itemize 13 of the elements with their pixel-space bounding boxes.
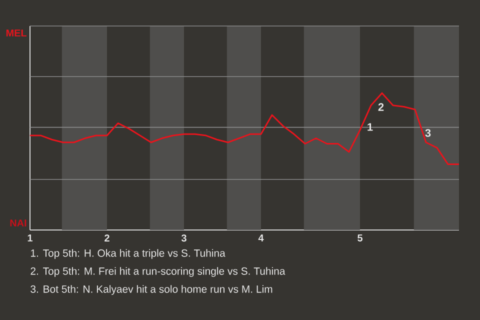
x-tick-label: 1 [28, 234, 32, 242]
x-tick-label: 4 [258, 234, 264, 242]
text: NAI [10, 220, 26, 226]
text: 2. Top 5th: M. Frei hit a run-scoring single vs S. Tuhina [30, 267, 286, 277]
text: 1. Top 5th: H. Oka hit a triple vs S. Tuhina [31, 249, 226, 259]
annotation: 3 [425, 129, 431, 137]
x-tick-label: 2 [104, 234, 110, 242]
text: 3. Bot 5th: N. Kalyaev hit a solo home run vs M. Lim [30, 285, 272, 295]
annotation: 2 [378, 103, 384, 111]
annotation: 1 [368, 123, 373, 131]
text: MEL [6, 30, 26, 36]
x-tick-label: 5 [358, 234, 362, 242]
x-tick-label: 3 [181, 234, 186, 242]
